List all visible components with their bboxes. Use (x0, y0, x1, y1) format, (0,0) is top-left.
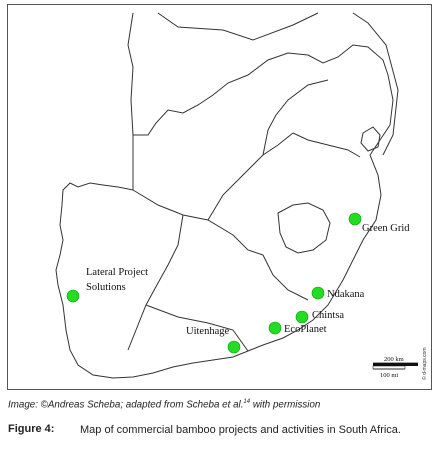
marker-ecoplanet (268, 321, 282, 335)
internal-border (207, 132, 294, 221)
country-outline (55, 44, 394, 379)
marker-ndakana (311, 286, 325, 300)
scale-mi-label: 100 mi (380, 372, 398, 379)
credit-suffix: with permission (250, 399, 321, 411)
image-credit: Image: ©Andreas Scheba; adapted from Sch… (8, 399, 433, 410)
border-line-north-west (127, 12, 134, 136)
watermark: © d-maps.com (421, 347, 428, 380)
label-uitenhage: Uitenhage (186, 326, 229, 337)
map-frame: Green Grid Ndakana Chintsa EcoPlanet Uit… (7, 4, 432, 390)
label-lateral-project-line2: Solutions (86, 282, 126, 293)
label-ecoplanet: EcoPlanet (284, 324, 327, 335)
label-green-grid: Green Grid (362, 223, 410, 234)
internal-border (292, 132, 361, 158)
figure-caption: Map of commercial bamboo projects and ac… (80, 424, 401, 436)
marker-uitenhage (227, 340, 241, 354)
label-chintsa: Chintsa (312, 310, 344, 321)
south-africa-map: Green Grid Ndakana Chintsa EcoPlanet Uit… (55, 12, 428, 380)
label-ndakana: Ndakana (327, 289, 365, 300)
border-line-north-east (352, 12, 399, 156)
internal-border (145, 304, 249, 352)
scale-km-label: 200 km (384, 356, 404, 363)
label-lateral-project-line1: Lateral Project (86, 267, 148, 278)
credit-ref: 14 (243, 399, 251, 405)
internal-border (127, 214, 184, 351)
swaziland-outline (360, 126, 381, 152)
credit-text: Image: ©Andreas Scheba; adapted from Sch… (8, 399, 244, 411)
lesotho-outline (277, 202, 331, 254)
border-line-north (157, 12, 319, 41)
scale-bar: 200 km 100 mi (372, 356, 418, 379)
marker-lateral-project-solutions (66, 289, 80, 303)
internal-border (262, 254, 309, 301)
marker-chintsa (295, 310, 309, 324)
marker-green-grid (348, 212, 362, 226)
internal-border (262, 79, 329, 156)
internal-border (132, 189, 264, 256)
figure-label: Figure 4: (8, 423, 55, 435)
